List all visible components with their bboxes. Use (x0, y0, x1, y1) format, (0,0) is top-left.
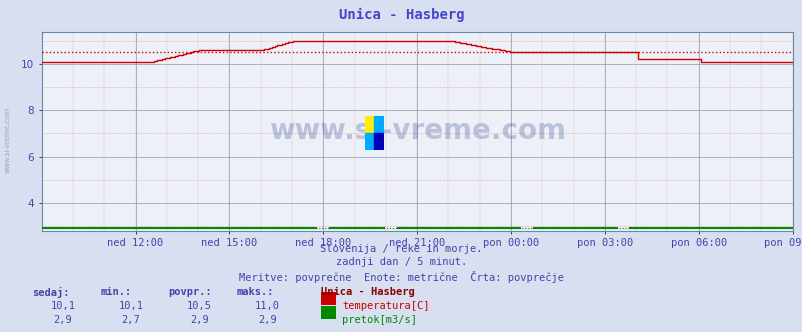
Text: zadnji dan / 5 minut.: zadnji dan / 5 minut. (335, 257, 467, 267)
Text: 10,5: 10,5 (187, 301, 212, 311)
Text: Slovenija / reke in morje.: Slovenija / reke in morje. (320, 244, 482, 254)
Text: povpr.:: povpr.: (168, 287, 212, 297)
Text: Unica - Hasberg: Unica - Hasberg (321, 287, 415, 297)
Text: 2,9: 2,9 (190, 315, 209, 325)
Text: maks.:: maks.: (237, 287, 274, 297)
Text: Meritve: povprečne  Enote: metrične  Črta: povprečje: Meritve: povprečne Enote: metrične Črta:… (239, 271, 563, 283)
Text: min.:: min.: (100, 287, 132, 297)
Text: 10,1: 10,1 (119, 301, 144, 311)
Text: 11,0: 11,0 (255, 301, 280, 311)
Text: www.si-vreme.com: www.si-vreme.com (269, 117, 565, 145)
Text: 2,7: 2,7 (122, 315, 140, 325)
Text: pretok[m3/s]: pretok[m3/s] (342, 315, 416, 325)
Text: temperatura[C]: temperatura[C] (342, 301, 429, 311)
Text: Unica - Hasberg: Unica - Hasberg (338, 8, 464, 23)
Text: 2,9: 2,9 (54, 315, 72, 325)
Text: 2,9: 2,9 (258, 315, 277, 325)
Text: 10,1: 10,1 (51, 301, 75, 311)
Text: sedaj:: sedaj: (32, 287, 70, 298)
Text: www.si-vreme.com: www.si-vreme.com (5, 106, 11, 173)
